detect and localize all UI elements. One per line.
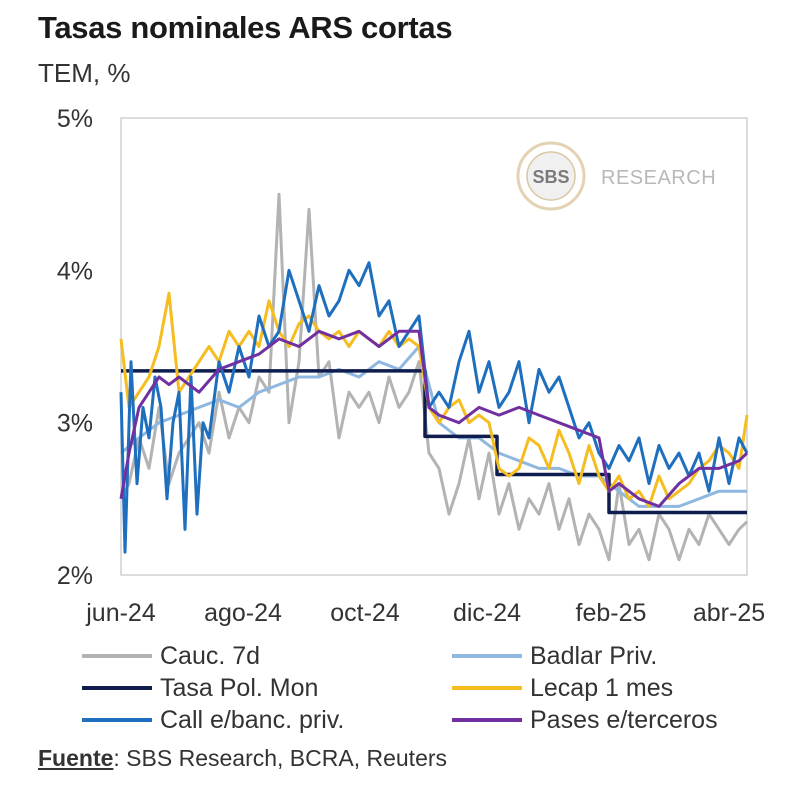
legend-item-tasa-pol-mon: Tasa Pol. Mon xyxy=(82,672,318,704)
line-chart: SBS RESEARCH 2% 3% 4% 5% jun-24 ago-24 oct-24… xyxy=(57,105,765,627)
y-tick-label: 2% xyxy=(57,562,93,590)
series-line-call-e-banc-priv xyxy=(119,261,749,554)
x-tick-label: oct-24 xyxy=(330,599,400,627)
research-watermark-text: RESEARCH xyxy=(601,167,716,189)
sbs-logo-text: SBS xyxy=(532,167,569,187)
x-tick-label: ago-24 xyxy=(204,599,282,627)
legend-swatch xyxy=(82,718,152,722)
legend-label: Lecap 1 mes xyxy=(530,673,674,702)
legend-swatch xyxy=(82,686,152,690)
legend-item-badlar-priv: Badlar Priv. xyxy=(452,640,657,672)
x-tick-label: jun-24 xyxy=(85,599,156,627)
sbs-research-watermark: SBS RESEARCH xyxy=(516,141,716,211)
legend-item-cauc-7d: Cauc. 7d xyxy=(82,640,260,672)
legend-item-call-e-banc-priv: Call e/banc. priv. xyxy=(82,704,344,736)
legend-item-lecap-1-mes: Lecap 1 mes xyxy=(452,672,673,704)
series-line-cauc-7d xyxy=(119,192,749,562)
x-tick-label: dic-24 xyxy=(453,599,521,627)
legend-item-pases-e-terceros: Pases e/terceros xyxy=(452,704,718,736)
legend-label: Pases e/terceros xyxy=(530,705,718,734)
legend-swatch xyxy=(452,718,522,722)
chart-subtitle: TEM, % xyxy=(38,58,131,88)
chart-title: Tasas nominales ARS cortas xyxy=(38,10,453,45)
source-label: Fuente xyxy=(38,745,114,771)
x-tick-label: abr-25 xyxy=(693,599,765,627)
legend-swatch xyxy=(82,654,152,658)
series-line-lecap-1-mes xyxy=(119,291,749,508)
legend-swatch xyxy=(452,686,522,690)
legend-label: Cauc. 7d xyxy=(160,641,261,670)
y-tick-label: 4% xyxy=(57,257,93,285)
legend-label: Tasa Pol. Mon xyxy=(160,673,319,702)
source-text: : SBS Research, BCRA, Reuters xyxy=(113,745,448,771)
series-line-pases-e-terceros xyxy=(119,329,749,508)
y-tick-label: 3% xyxy=(57,410,93,438)
x-tick-label: feb-25 xyxy=(576,599,647,627)
source-note: Fuente: SBS Research, BCRA, Reuters xyxy=(38,745,447,772)
legend-label: Call e/banc. priv. xyxy=(160,705,345,734)
legend-swatch xyxy=(452,654,522,658)
y-tick-label: 5% xyxy=(57,105,93,133)
legend-label: Badlar Priv. xyxy=(530,641,658,670)
